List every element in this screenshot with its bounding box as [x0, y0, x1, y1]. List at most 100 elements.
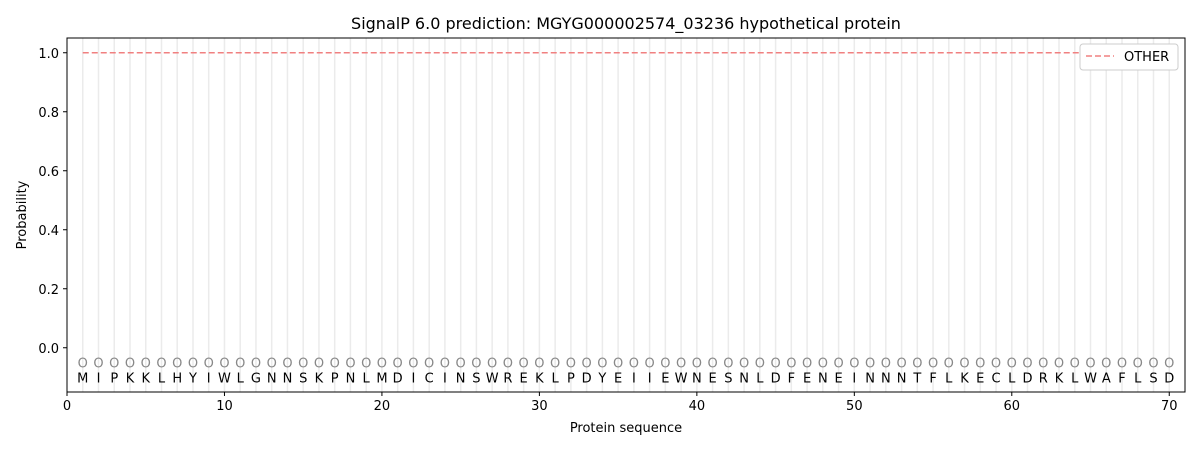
region-marker: O: [471, 357, 481, 372]
residue-label: W: [675, 372, 688, 387]
residue-label: I: [648, 372, 652, 387]
residue-label: Y: [597, 372, 606, 387]
region-marker: O: [78, 357, 88, 372]
residue-label: L: [1071, 372, 1079, 387]
region-marker: O: [361, 357, 371, 372]
region-marker: O: [267, 357, 277, 372]
region-marker: O: [739, 357, 749, 372]
residue-label: I: [97, 372, 101, 387]
y-tick-label: 0.4: [38, 224, 59, 239]
residue-label: E: [614, 372, 622, 387]
region-marker: O: [1085, 357, 1095, 372]
residue-label: N: [739, 372, 749, 387]
residue-label: K: [960, 372, 969, 387]
region-marker: O: [345, 357, 355, 372]
residue-label: N: [865, 372, 875, 387]
residue-label: I: [412, 372, 416, 387]
region-marker: O: [786, 357, 796, 372]
region-marker: O: [93, 357, 103, 372]
region-marker: O: [1038, 357, 1048, 372]
region-marker: O: [582, 357, 592, 372]
region-marker: O: [1070, 357, 1080, 372]
residue-label: W: [1084, 372, 1097, 387]
residue-label: K: [141, 372, 150, 387]
region-marker: O: [188, 357, 198, 372]
residue-label: N: [283, 372, 293, 387]
residue-label: D: [1164, 372, 1174, 387]
residue-label: Y: [188, 372, 197, 387]
residue-label: D: [393, 372, 403, 387]
residue-label: S: [1149, 372, 1157, 387]
region-marker: O: [393, 357, 403, 372]
residue-label: S: [299, 372, 307, 387]
x-tick-label: 30: [531, 399, 548, 414]
residue-label: P: [331, 372, 339, 387]
region-marker: O: [1022, 357, 1032, 372]
region-marker: O: [645, 357, 655, 372]
y-tick-label: 0.2: [38, 283, 59, 298]
y-axis-label: Probability: [15, 180, 30, 249]
region-marker: O: [314, 357, 324, 372]
region-marker: O: [660, 357, 670, 372]
region-marker: O: [629, 357, 639, 372]
region-marker: O: [1164, 357, 1174, 372]
region-marker: O: [991, 357, 1001, 372]
residue-label: L: [1008, 372, 1016, 387]
region-marker: O: [959, 357, 969, 372]
residue-label: L: [1134, 372, 1142, 387]
residue-label: G: [251, 372, 261, 387]
residue-label: H: [172, 372, 182, 387]
residue-label: L: [363, 372, 371, 387]
region-marker: O: [975, 357, 985, 372]
region-marker: O: [109, 357, 119, 372]
region-marker: O: [723, 357, 733, 372]
region-marker: O: [755, 357, 765, 372]
region-marker: O: [550, 357, 560, 372]
region-marker: O: [566, 357, 576, 372]
residue-label: C: [992, 372, 1001, 387]
region-marker: O: [881, 357, 891, 372]
x-tick-label: 40: [689, 399, 706, 414]
region-marker: O: [865, 357, 875, 372]
region-marker: O: [597, 357, 607, 372]
residue-label: N: [267, 372, 277, 387]
residue-label: L: [158, 372, 166, 387]
x-axis-label: Protein sequence: [570, 421, 682, 436]
y-tick-label: 0.8: [38, 106, 59, 121]
region-marker: O: [613, 357, 623, 372]
region-marker: O: [849, 357, 859, 372]
residue-label: E: [661, 372, 669, 387]
residue-label: N: [818, 372, 828, 387]
residue-label: D: [1023, 372, 1033, 387]
residue-label: D: [582, 372, 592, 387]
residue-label: L: [237, 372, 245, 387]
x-tick-label: 60: [1004, 399, 1021, 414]
region-marker: O: [141, 357, 151, 372]
region-marker: O: [440, 357, 450, 372]
residue-label: C: [425, 372, 434, 387]
region-marker: O: [377, 357, 387, 372]
legend-label-other: OTHER: [1124, 50, 1169, 65]
region-marker: O: [1148, 357, 1158, 372]
y-tick-label: 0.6: [38, 165, 59, 180]
region-marker: O: [456, 357, 466, 372]
residue-label: D: [771, 372, 781, 387]
region-marker: O: [125, 357, 135, 372]
residue-label: N: [456, 372, 466, 387]
residue-label: I: [443, 372, 447, 387]
region-marker: O: [1101, 357, 1111, 372]
residue-label: A: [1102, 372, 1111, 387]
residue-label: N: [692, 372, 702, 387]
region-marker: O: [204, 357, 214, 372]
x-tick-label: 10: [216, 399, 233, 414]
region-marker: O: [1117, 357, 1127, 372]
residue-label: M: [376, 372, 387, 387]
region-marker: O: [424, 357, 434, 372]
residue-label: P: [110, 372, 118, 387]
region-marker: O: [1133, 357, 1143, 372]
residue-label: P: [567, 372, 575, 387]
residue-label: R: [1039, 372, 1048, 387]
residue-label: T: [912, 372, 921, 387]
